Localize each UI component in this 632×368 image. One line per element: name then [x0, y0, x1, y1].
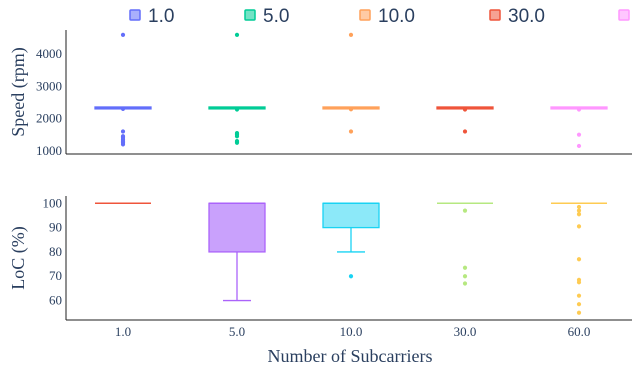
- loc-y-ticks: 60 70 80 90 100: [43, 195, 63, 307]
- y-tick-label: 60: [49, 293, 62, 308]
- box-iqr: [322, 202, 380, 229]
- x-tick-label: 60.0: [568, 324, 591, 339]
- speed-boxes: [94, 32, 608, 149]
- outlier-point: [462, 208, 468, 213]
- legend[interactable]: 1.05.010.030.060.0: [129, 6, 632, 27]
- x-tick-label: 5.0: [229, 324, 245, 339]
- x-axis-title: Number of Subcarriers: [268, 346, 433, 366]
- y-tick-label: 70: [49, 268, 62, 283]
- box-30.0: [437, 202, 493, 286]
- y-tick-label: 4000: [36, 46, 62, 61]
- outlier-point: [120, 129, 126, 134]
- outlier-point: [120, 106, 126, 112]
- loc-panel: 60 70 80 90 100 1.0 5.0 10.0 30.0 60.0 LoC (%) N…: [8, 195, 632, 366]
- outlier-point: [576, 257, 582, 262]
- legend-swatch-30.0[interactable]: [489, 9, 501, 21]
- outlier-point: [576, 293, 582, 298]
- legend-swatch-1.0[interactable]: [129, 9, 141, 21]
- box-10.0: [322, 32, 380, 134]
- outlier-point: [120, 142, 126, 147]
- outlier-point: [234, 32, 240, 37]
- box-iqr: [208, 202, 266, 253]
- y-tick-label: 100: [43, 195, 63, 210]
- outlier-point: [348, 32, 354, 37]
- box-30.0: [436, 106, 494, 134]
- legend-swatch-5.0[interactable]: [244, 9, 256, 21]
- outlier-point: [462, 274, 468, 279]
- outlier-point: [576, 212, 582, 217]
- outlier-point: [348, 129, 354, 134]
- outlier-point: [348, 274, 354, 279]
- legend-swatch-10.0[interactable]: [359, 9, 371, 21]
- outlier-point: [120, 32, 126, 37]
- legend-label-5.0[interactable]: 5.0: [263, 6, 289, 27]
- x-tick-labels: 1.0 5.0 10.0 30.0 60.0: [115, 324, 591, 339]
- outlier-point: [576, 224, 582, 229]
- speed-y-axis-title: Speed (rpm): [8, 47, 29, 136]
- box-10.0: [322, 202, 380, 279]
- x-tick-label: 1.0: [115, 324, 131, 339]
- outlier-point: [462, 129, 468, 134]
- outlier-point: [348, 107, 354, 112]
- speed-y-ticks: 1000 2000 3000 4000: [36, 46, 62, 158]
- outlier-point: [576, 280, 582, 285]
- outlier-point: [234, 107, 240, 112]
- outlier-point: [576, 310, 582, 315]
- outlier-point: [576, 107, 582, 112]
- outlier-point: [462, 265, 468, 270]
- loc-y-axis-title: LoC (%): [8, 226, 29, 289]
- x-tick-label: 30.0: [454, 324, 477, 339]
- legend-swatch-60.0[interactable]: [618, 9, 630, 21]
- y-tick-label: 3000: [36, 78, 62, 93]
- outlier-point: [576, 208, 582, 213]
- y-tick-label: 80: [49, 244, 62, 259]
- outlier-point: [576, 302, 582, 307]
- box-1.0: [94, 32, 152, 147]
- box-60.0: [550, 106, 608, 149]
- legend-label-30.0[interactable]: 30.0: [508, 6, 545, 27]
- box-60.0: [551, 202, 607, 315]
- speed-panel: 1000 2000 3000 4000 Speed (rpm): [8, 30, 632, 158]
- outlier-point: [576, 132, 582, 137]
- outlier-point: [576, 143, 582, 149]
- outlier-point: [462, 281, 468, 286]
- y-tick-label: 1000: [36, 143, 62, 158]
- legend-label-1.0[interactable]: 1.0: [148, 6, 174, 27]
- outlier-point: [576, 204, 582, 210]
- y-tick-label: 90: [49, 220, 62, 235]
- outlier-point: [234, 140, 240, 145]
- legend-label-10.0[interactable]: 10.0: [378, 6, 415, 27]
- outlier-point: [234, 134, 240, 139]
- loc-boxes: [95, 202, 607, 315]
- y-tick-label: 2000: [36, 111, 62, 126]
- x-tick-label: 10.0: [340, 324, 363, 339]
- box-5.0: [208, 202, 266, 302]
- box-5.0: [208, 32, 266, 145]
- outlier-point: [462, 107, 468, 112]
